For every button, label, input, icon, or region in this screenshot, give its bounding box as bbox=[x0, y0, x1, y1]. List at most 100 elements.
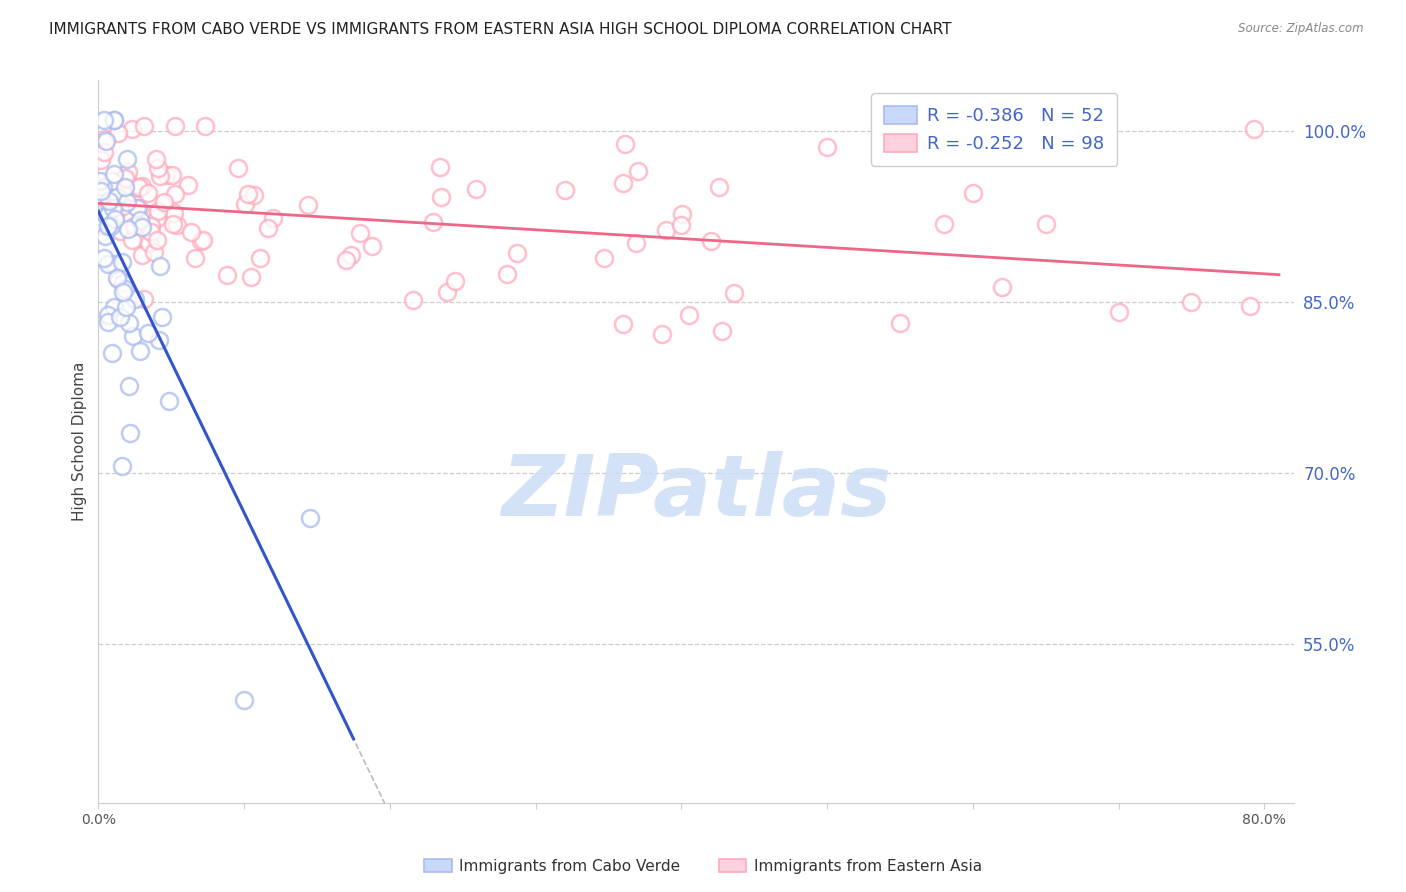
Point bbox=[138, 235, 160, 250]
Point bbox=[90, 184, 112, 198]
Point bbox=[103, 300, 125, 314]
Point bbox=[236, 186, 259, 201]
Point bbox=[107, 127, 129, 141]
Point bbox=[124, 219, 146, 233]
Point bbox=[436, 285, 458, 299]
Point bbox=[163, 206, 186, 220]
Point bbox=[554, 183, 576, 197]
Point bbox=[108, 310, 131, 324]
Point bbox=[711, 324, 734, 338]
Point bbox=[97, 194, 120, 209]
Point bbox=[97, 219, 120, 234]
Point bbox=[146, 211, 169, 226]
Point bbox=[94, 208, 117, 222]
Point bbox=[111, 198, 134, 212]
Point bbox=[165, 186, 187, 201]
Point bbox=[128, 201, 150, 215]
Point bbox=[723, 285, 745, 300]
Point bbox=[1243, 122, 1265, 136]
Point bbox=[699, 234, 721, 248]
Point bbox=[103, 113, 125, 128]
Point bbox=[624, 235, 647, 250]
Point bbox=[115, 195, 138, 210]
Point bbox=[100, 219, 122, 233]
Point bbox=[131, 220, 153, 235]
Point bbox=[153, 195, 176, 210]
Point bbox=[139, 219, 162, 233]
Point bbox=[242, 187, 264, 202]
Point bbox=[97, 315, 120, 329]
Point bbox=[89, 174, 111, 188]
Point bbox=[148, 333, 170, 347]
Point bbox=[93, 229, 115, 244]
Point bbox=[105, 270, 128, 285]
Point bbox=[160, 168, 183, 182]
Point bbox=[131, 179, 153, 194]
Text: Source: ZipAtlas.com: Source: ZipAtlas.com bbox=[1239, 22, 1364, 36]
Point bbox=[128, 344, 150, 359]
Point bbox=[91, 180, 114, 194]
Point bbox=[90, 153, 112, 167]
Point bbox=[107, 273, 129, 287]
Point bbox=[139, 225, 162, 239]
Point bbox=[129, 212, 152, 227]
Point bbox=[678, 308, 700, 322]
Point bbox=[114, 180, 136, 194]
Point bbox=[114, 282, 136, 296]
Text: ZIPatlas: ZIPatlas bbox=[501, 450, 891, 533]
Point bbox=[991, 280, 1014, 294]
Point bbox=[217, 268, 239, 282]
Point bbox=[124, 292, 146, 306]
Point bbox=[146, 233, 169, 247]
Point bbox=[136, 186, 159, 201]
Point bbox=[114, 170, 136, 185]
Point bbox=[131, 248, 153, 262]
Point bbox=[111, 458, 134, 473]
Point bbox=[193, 233, 215, 247]
Point bbox=[889, 316, 911, 330]
Point bbox=[128, 181, 150, 195]
Point bbox=[335, 253, 357, 268]
Point bbox=[117, 316, 139, 330]
Point bbox=[298, 511, 321, 525]
Point bbox=[111, 285, 134, 300]
Point bbox=[422, 214, 444, 228]
Text: IMMIGRANTS FROM CABO VERDE VS IMMIGRANTS FROM EASTERN ASIA HIGH SCHOOL DIPLOMA C: IMMIGRANTS FROM CABO VERDE VS IMMIGRANTS… bbox=[49, 22, 952, 37]
Point bbox=[103, 113, 125, 128]
Point bbox=[97, 308, 120, 322]
Point bbox=[430, 190, 453, 204]
Point bbox=[117, 222, 139, 236]
Point bbox=[443, 274, 465, 288]
Point bbox=[402, 293, 425, 307]
Point bbox=[194, 119, 217, 133]
Point bbox=[132, 119, 155, 133]
Point bbox=[149, 169, 172, 183]
Point bbox=[146, 161, 169, 176]
Point bbox=[651, 326, 673, 341]
Point bbox=[115, 153, 138, 167]
Point bbox=[340, 248, 363, 262]
Point bbox=[614, 137, 637, 152]
Point bbox=[360, 238, 382, 252]
Point bbox=[111, 255, 134, 269]
Point bbox=[177, 178, 200, 193]
Point bbox=[94, 132, 117, 146]
Point bbox=[122, 328, 145, 343]
Point bbox=[121, 121, 143, 136]
Point bbox=[118, 378, 141, 392]
Point bbox=[671, 218, 693, 232]
Point bbox=[1180, 295, 1202, 310]
Point bbox=[249, 251, 271, 265]
Point bbox=[103, 257, 125, 271]
Point bbox=[97, 257, 120, 271]
Point bbox=[233, 693, 256, 707]
Point bbox=[145, 152, 167, 166]
Point bbox=[93, 113, 115, 128]
Point bbox=[127, 201, 149, 215]
Point bbox=[112, 277, 135, 291]
Point bbox=[962, 186, 984, 200]
Point bbox=[157, 393, 180, 408]
Point bbox=[256, 221, 278, 235]
Point bbox=[228, 161, 250, 175]
Point bbox=[114, 301, 136, 315]
